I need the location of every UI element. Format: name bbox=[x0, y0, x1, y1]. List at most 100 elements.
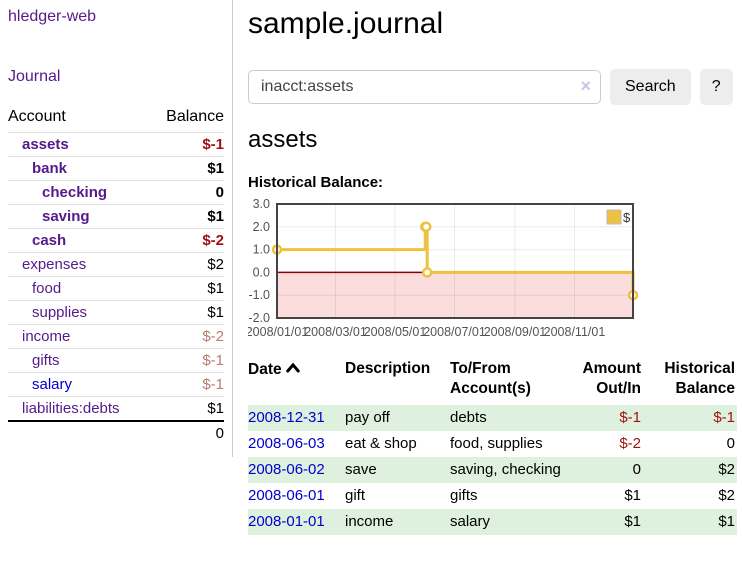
accounts-total-value: 0 bbox=[150, 420, 224, 445]
account-link-food[interactable]: food bbox=[32, 280, 62, 297]
search-button[interactable]: Search bbox=[610, 69, 691, 105]
transaction-balance: $2 bbox=[718, 487, 735, 504]
account-row-cash: cash $-2 bbox=[8, 228, 224, 253]
accounts-total-row: 0 bbox=[8, 420, 224, 445]
account-row-supplies: supplies $1 bbox=[8, 300, 224, 325]
account-row-assets: assets $-1 bbox=[8, 132, 224, 157]
svg-text:2008/03/01: 2008/03/01 bbox=[304, 325, 367, 339]
account-link-supplies[interactable]: supplies bbox=[32, 304, 88, 321]
chart-heading: Historical Balance: bbox=[248, 174, 384, 191]
app-title-link[interactable]: hledger-web bbox=[8, 8, 97, 25]
search-form: × Search ? bbox=[248, 69, 742, 105]
transaction-row: 2008-06-02 save saving, checking 0 $2 bbox=[248, 457, 737, 483]
transaction-accounts: salary bbox=[450, 509, 565, 535]
account-link-checking[interactable]: checking bbox=[42, 184, 108, 201]
svg-text:-2.0: -2.0 bbox=[248, 311, 270, 325]
transaction-accounts: gifts bbox=[450, 487, 478, 504]
account-link-income[interactable]: income bbox=[22, 328, 71, 345]
sidebar: hledger-web Journal Account Balance asse… bbox=[0, 0, 233, 457]
account-link-assets[interactable]: assets bbox=[22, 136, 69, 153]
column-header-balance: Historical Balance bbox=[664, 360, 735, 397]
account-row-liabilities-debts: liabilities:debts $1 bbox=[8, 396, 224, 421]
column-header-date[interactable]: Date bbox=[248, 357, 345, 405]
svg-text:2008/05/01: 2008/05/01 bbox=[364, 325, 427, 339]
svg-text:2008/11/01: 2008/11/01 bbox=[544, 325, 606, 339]
account-balance: $1 bbox=[150, 276, 224, 301]
account-row-saving: saving $1 bbox=[8, 204, 224, 229]
sidebar-item-journal[interactable]: Journal bbox=[8, 68, 61, 85]
transaction-accounts: debts bbox=[450, 405, 565, 431]
account-link-gifts[interactable]: gifts bbox=[32, 352, 60, 369]
main-content: sample.journal × Search ? assets Histori… bbox=[233, 0, 742, 535]
svg-text:2008/09/01: 2008/09/01 bbox=[484, 325, 547, 339]
account-link-cash[interactable]: cash bbox=[32, 232, 67, 249]
help-button[interactable]: ? bbox=[699, 69, 733, 105]
account-link-liabilities-debts[interactable]: liabilities:debts bbox=[22, 400, 120, 417]
svg-text:0.0: 0.0 bbox=[253, 265, 270, 279]
transaction-amount: $-1 bbox=[565, 405, 643, 431]
transaction-row: 2008-06-01 gift gifts $1 $2 bbox=[248, 483, 737, 509]
transaction-date-link[interactable]: 2008-06-03 bbox=[248, 435, 325, 452]
transaction-balance: $2 bbox=[643, 457, 737, 483]
transaction-row: 2008-06-03 eat & shop food, supplies $-2… bbox=[248, 431, 737, 457]
account-link-bank[interactable]: bank bbox=[32, 160, 68, 177]
clear-search-icon[interactable]: × bbox=[580, 76, 591, 96]
transaction-date-link[interactable]: 2008-12-31 bbox=[248, 409, 325, 426]
transaction-date-link[interactable]: 2008-01-01 bbox=[248, 513, 325, 530]
accounts-header-account: Account bbox=[8, 108, 66, 125]
transaction-description: eat & shop bbox=[345, 435, 417, 452]
transaction-balance: 0 bbox=[726, 435, 735, 452]
account-balance: $-1 bbox=[150, 132, 224, 157]
transaction-description: gift bbox=[345, 487, 366, 504]
account-balance: $1 bbox=[150, 300, 224, 325]
svg-text:2.0: 2.0 bbox=[253, 220, 270, 234]
transactions-table: Date Description To/From Account(s) Amou… bbox=[248, 357, 737, 535]
transaction-amount: $-2 bbox=[619, 435, 641, 452]
account-balance: $1 bbox=[150, 156, 224, 181]
account-balance: $-2 bbox=[150, 228, 224, 253]
account-row-bank: bank $1 bbox=[8, 156, 224, 181]
account-balance: 0 bbox=[150, 180, 224, 205]
transaction-description: income bbox=[345, 509, 450, 535]
account-balance: $-1 bbox=[150, 348, 224, 373]
account-row-salary: salary $-1 bbox=[8, 372, 224, 397]
svg-text:$: $ bbox=[623, 210, 631, 225]
transaction-balance: $-1 bbox=[643, 405, 737, 431]
transaction-date-link[interactable]: 2008-06-02 bbox=[248, 461, 325, 478]
svg-text:3.0: 3.0 bbox=[253, 197, 270, 211]
account-row-gifts: gifts $-1 bbox=[8, 348, 224, 373]
accounts-table: Account Balance assets $-1 bank $1 check… bbox=[8, 106, 224, 445]
account-link-expenses[interactable]: expenses bbox=[22, 256, 87, 273]
svg-text:2008/01/01: 2008/01/01 bbox=[248, 325, 308, 339]
account-link-saving[interactable]: saving bbox=[42, 208, 90, 225]
accounts-header-balance: Balance bbox=[166, 108, 224, 125]
account-link-salary[interactable]: salary bbox=[32, 376, 73, 393]
column-header-accounts: To/From Account(s) bbox=[450, 360, 531, 397]
search-input[interactable] bbox=[248, 70, 601, 104]
transaction-row: 2008-12-31 pay off debts $-1 $-1 bbox=[248, 405, 737, 431]
account-balance: $2 bbox=[150, 252, 224, 277]
svg-text:2008/07/01: 2008/07/01 bbox=[423, 325, 486, 339]
search-box: × bbox=[248, 70, 601, 104]
transaction-row: 2008-01-01 income salary $1 $1 bbox=[248, 509, 737, 535]
transaction-date-link[interactable]: 2008-06-01 bbox=[248, 487, 325, 504]
svg-text:1.0: 1.0 bbox=[253, 243, 270, 257]
transaction-accounts: food, supplies bbox=[450, 435, 543, 452]
account-balance: $1 bbox=[150, 396, 224, 421]
account-row-food: food $1 bbox=[8, 276, 224, 301]
page-title: sample.journal bbox=[248, 7, 444, 40]
account-row-income: income $-2 bbox=[8, 324, 224, 349]
account-balance: $-2 bbox=[150, 324, 224, 349]
transaction-amount: 0 bbox=[565, 457, 643, 483]
column-header-amount: Amount Out/In bbox=[582, 360, 641, 397]
transaction-amount: $1 bbox=[565, 509, 643, 535]
transaction-balance: $1 bbox=[643, 509, 737, 535]
historical-balance-chart: $3.0 2.0 1.0 0.0 -1.0 -2.02008/01/012008/03/0… bbox=[248, 197, 639, 339]
account-row-expenses: expenses $2 bbox=[8, 252, 224, 277]
accounts-header-row: Account Balance bbox=[8, 106, 224, 133]
transaction-description: pay off bbox=[345, 405, 450, 431]
account-balance: $-1 bbox=[150, 372, 224, 397]
sort-asc-icon bbox=[285, 359, 300, 379]
account-title: assets bbox=[248, 126, 318, 153]
transaction-amount: $1 bbox=[624, 487, 641, 504]
